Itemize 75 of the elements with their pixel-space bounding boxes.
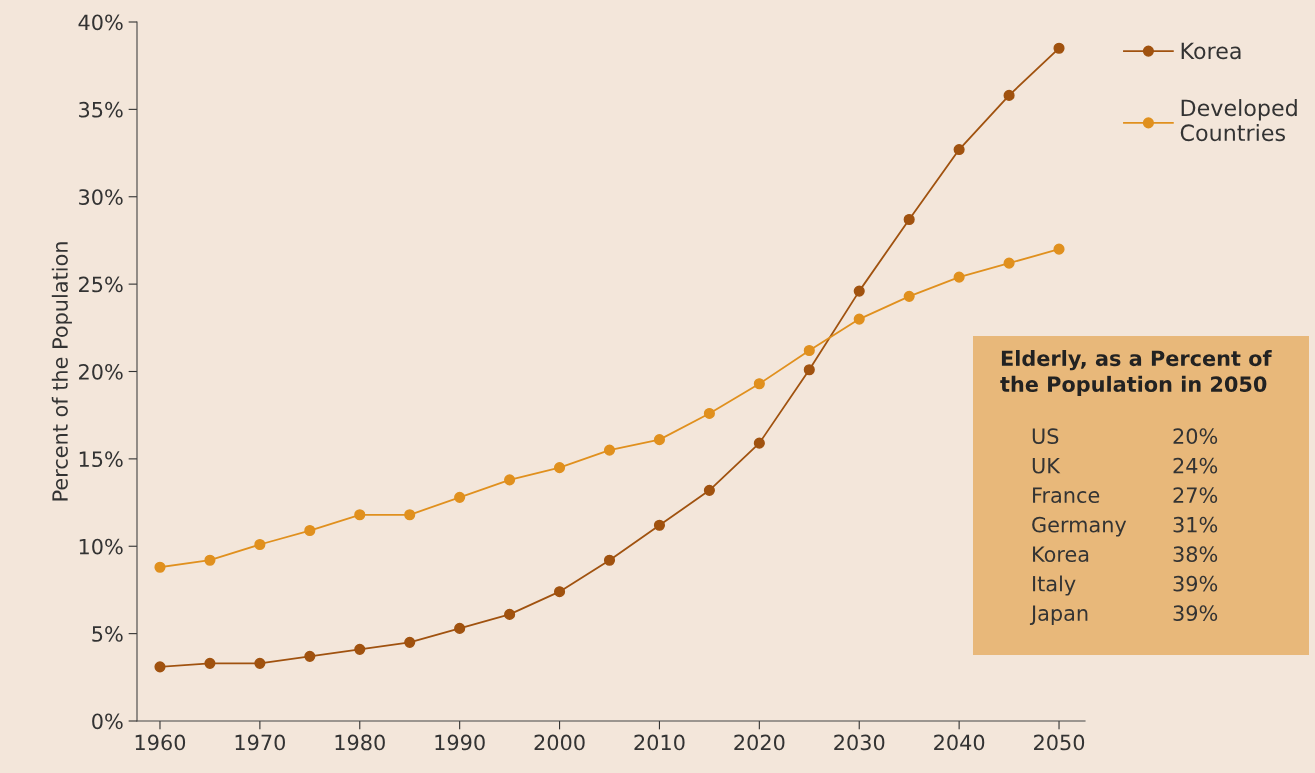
annotation: Italy [1033,575,1076,596]
x-tick-label: 1970 [235,734,285,751]
point [404,509,416,521]
point [703,484,715,496]
x-tick-label: 2020 [734,734,785,751]
point [803,344,815,357]
point [254,657,266,669]
y-tick-label: 15% [79,451,123,468]
point [304,650,316,662]
point [1003,257,1015,269]
point [254,538,266,551]
x-tick-label: 2030 [834,734,885,751]
point [154,661,166,673]
annotation: Germany [1032,516,1127,537]
point [603,444,616,456]
y-tick-label: 40% [78,14,123,31]
text: 38% [1173,546,1218,563]
point [903,213,915,226]
x-tick-label: 1990 [435,734,485,751]
text: 24% [1173,457,1218,474]
point [653,519,666,531]
point [553,586,566,598]
annotation: UK [1032,458,1061,474]
point [703,407,715,419]
x-tick-label: 2010 [634,734,685,751]
point [454,491,466,503]
y-tick-label: 20% [79,363,123,380]
x-tick-label: 2040 [934,734,985,751]
point [304,524,316,537]
point [1053,42,1065,54]
legend-label: Korea [1181,42,1241,60]
text: 31% [1173,516,1218,533]
y-tick-label: 5% [92,626,123,642]
text: 39% [1173,605,1218,622]
point [504,608,516,620]
annotation: Elderly, as a Percent of the Population in 2050 [1000,350,1272,397]
y-tick-label: 10% [79,538,123,555]
point [354,643,366,655]
text: 39% [1173,575,1218,592]
point [504,474,516,486]
point [603,554,616,566]
text: 20% [1173,428,1218,445]
point [1053,243,1065,255]
point [753,437,765,449]
text: 27% [1173,487,1218,504]
annotation: US [1032,428,1059,445]
point [204,657,216,669]
point [953,271,965,283]
point [454,622,466,634]
point [753,378,765,390]
point [853,285,865,297]
legend-label: Developed Countries [1180,99,1297,142]
y-tick-label: 25% [79,276,123,293]
point [953,144,965,156]
annotation: Korea [1033,546,1089,563]
point [653,434,666,446]
y-tick-label: 30% [79,189,123,205]
y-tick-label: 0% [92,713,123,730]
x-tick-label: 2050 [1034,734,1085,751]
point [154,561,166,573]
point [903,290,915,302]
point [1003,89,1015,101]
point [803,364,815,376]
point [204,554,216,566]
y-tick-label: 35% [79,101,123,118]
point [553,462,566,474]
annotation: Japan [1029,605,1088,626]
annotation: France [1033,487,1100,504]
x-tick-label: 1960 [135,734,186,751]
point [853,313,865,325]
x-tick-label: 1980 [335,734,385,751]
point [354,509,366,521]
x-tick-label: 2000 [534,734,585,751]
y-axis-title: Percent of the Population [51,242,72,501]
point [404,636,416,648]
